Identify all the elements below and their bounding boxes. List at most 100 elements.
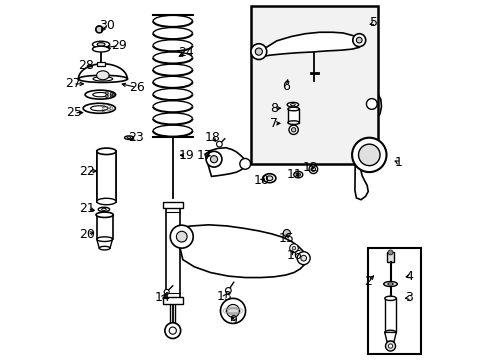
Circle shape (176, 231, 187, 242)
Circle shape (292, 246, 295, 250)
Circle shape (239, 158, 250, 169)
Text: 24: 24 (178, 46, 194, 59)
Circle shape (250, 44, 266, 59)
Ellipse shape (266, 176, 272, 180)
Circle shape (206, 151, 222, 167)
Bar (163, 297, 183, 304)
Ellipse shape (96, 212, 113, 217)
Text: 28: 28 (78, 59, 93, 72)
Ellipse shape (78, 75, 127, 82)
Bar (97, 62, 104, 66)
Text: 22: 22 (80, 165, 95, 177)
Text: 19: 19 (178, 149, 194, 162)
Circle shape (387, 344, 392, 348)
Circle shape (216, 141, 222, 147)
Circle shape (300, 255, 306, 261)
Circle shape (387, 250, 392, 255)
Ellipse shape (92, 46, 109, 52)
Polygon shape (179, 225, 305, 278)
Circle shape (105, 95, 108, 98)
Ellipse shape (97, 42, 105, 46)
Ellipse shape (93, 93, 108, 97)
Text: 30: 30 (100, 19, 115, 32)
Ellipse shape (384, 330, 395, 334)
Circle shape (308, 165, 317, 174)
Circle shape (358, 144, 379, 166)
Bar (386, 252, 393, 262)
Bar (97, 151, 116, 202)
Ellipse shape (383, 282, 397, 287)
Text: 21: 21 (80, 202, 95, 215)
Text: 4: 4 (405, 270, 412, 283)
Text: 7: 7 (270, 117, 278, 130)
Ellipse shape (296, 173, 300, 176)
Ellipse shape (90, 106, 108, 111)
Ellipse shape (384, 296, 395, 301)
Text: 11: 11 (286, 168, 302, 181)
Ellipse shape (287, 107, 299, 111)
Ellipse shape (127, 137, 131, 139)
Circle shape (112, 93, 115, 96)
Text: 8: 8 (270, 102, 278, 115)
Text: 12: 12 (302, 161, 317, 174)
Text: 25: 25 (66, 106, 82, 119)
Ellipse shape (293, 171, 302, 178)
Text: 13: 13 (217, 290, 232, 303)
Circle shape (164, 289, 169, 294)
Circle shape (291, 128, 295, 132)
Text: 6: 6 (282, 80, 289, 93)
Polygon shape (204, 148, 246, 176)
Text: 5: 5 (369, 17, 378, 30)
Text: 10: 10 (253, 174, 269, 187)
Ellipse shape (96, 71, 109, 80)
Ellipse shape (97, 237, 112, 242)
Ellipse shape (286, 102, 298, 107)
Polygon shape (354, 91, 381, 200)
Circle shape (310, 167, 315, 171)
Ellipse shape (290, 104, 295, 106)
Ellipse shape (287, 121, 299, 125)
Text: 20: 20 (80, 228, 95, 241)
Circle shape (210, 156, 217, 163)
Ellipse shape (102, 208, 106, 211)
Text: 16: 16 (286, 249, 302, 262)
Circle shape (255, 48, 262, 55)
Circle shape (385, 341, 395, 351)
Circle shape (169, 327, 176, 334)
Polygon shape (384, 332, 395, 341)
Ellipse shape (97, 148, 116, 154)
Circle shape (356, 37, 362, 43)
Circle shape (164, 323, 180, 338)
Text: 1: 1 (394, 156, 402, 169)
Text: 26: 26 (129, 81, 144, 94)
Circle shape (283, 229, 290, 237)
Circle shape (366, 99, 376, 109)
Bar (165, 205, 180, 300)
Ellipse shape (97, 198, 116, 205)
Ellipse shape (99, 246, 110, 250)
Circle shape (288, 125, 298, 134)
Text: 9: 9 (228, 314, 237, 327)
Circle shape (352, 34, 365, 46)
Text: 15: 15 (278, 231, 294, 244)
Text: 27: 27 (65, 77, 81, 90)
Circle shape (351, 138, 386, 172)
Circle shape (220, 298, 245, 323)
Ellipse shape (85, 90, 115, 99)
Polygon shape (78, 64, 127, 79)
Bar (163, 202, 183, 208)
Ellipse shape (124, 136, 133, 139)
Polygon shape (97, 239, 112, 248)
Polygon shape (264, 32, 359, 56)
Bar (250, 6, 378, 164)
Circle shape (225, 288, 231, 293)
Ellipse shape (93, 77, 112, 81)
Bar (384, 298, 395, 332)
Text: 18: 18 (204, 131, 220, 144)
Text: 3: 3 (405, 291, 412, 304)
Circle shape (297, 252, 309, 265)
Bar (170, 298, 175, 323)
Circle shape (110, 92, 113, 95)
Text: 17: 17 (196, 149, 212, 162)
Text: 14: 14 (155, 291, 170, 304)
